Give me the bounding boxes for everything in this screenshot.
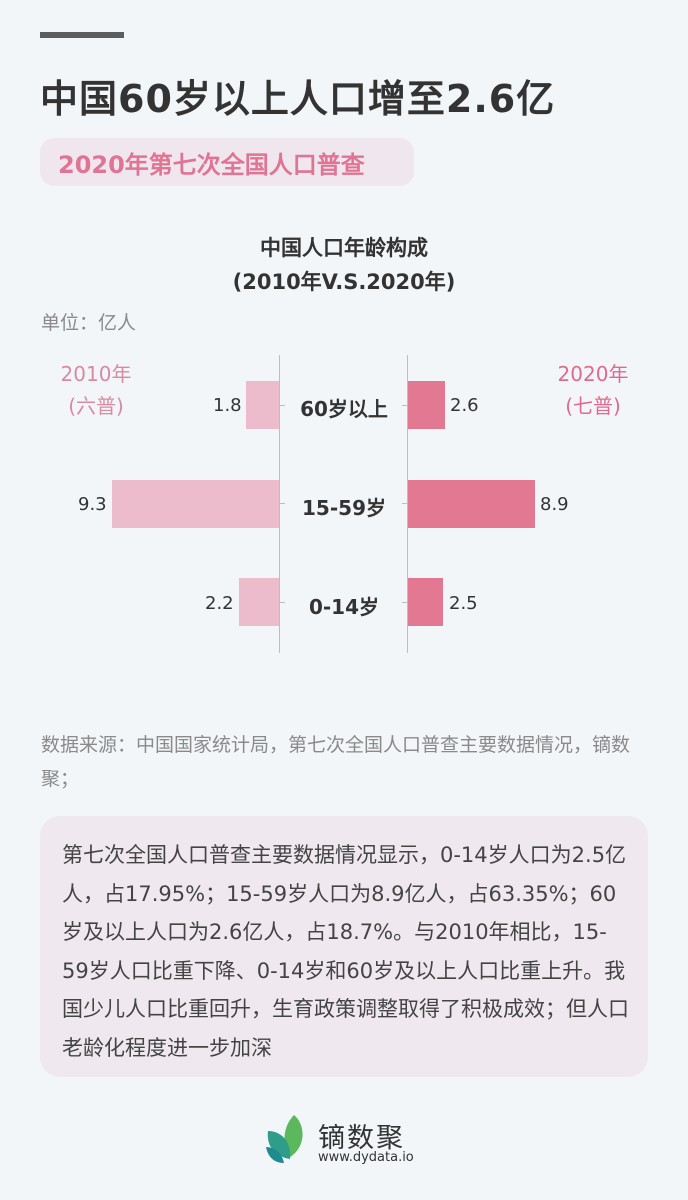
tick bbox=[279, 405, 285, 406]
subtitle-pill bbox=[40, 138, 414, 186]
value-2020-60plus: 2.6 bbox=[450, 395, 479, 416]
legend-2020: 2020年 (七普) bbox=[548, 358, 638, 422]
value-2010-0-14: 2.2 bbox=[205, 593, 234, 614]
chart-title: 中国人口年龄构成 bbox=[260, 236, 428, 260]
legend-2020-label: (七普) bbox=[565, 394, 621, 418]
tick bbox=[402, 503, 408, 504]
dydata-logo-icon bbox=[266, 1115, 303, 1163]
value-2020-0-14: 2.5 bbox=[449, 593, 478, 614]
data-source: 数据来源：中国国家统计局，第七次全国人口普查主要数据情况，镝数聚； bbox=[41, 734, 631, 790]
legend-2010: 2010年 (六普) bbox=[52, 358, 140, 422]
right-axis bbox=[407, 355, 408, 653]
value-2010-60plus: 1.8 bbox=[213, 395, 242, 416]
bar-2020-60plus bbox=[408, 381, 445, 429]
chart-subtitle: (2010年V.S.2020年) bbox=[232, 270, 456, 294]
category-0-14: 0-14岁 bbox=[308, 595, 380, 619]
subtitle: 2020年第七次全国人口普查 bbox=[58, 151, 365, 179]
tick bbox=[279, 602, 285, 603]
summary-card bbox=[40, 816, 648, 1077]
unit-label: 单位：亿人 bbox=[41, 312, 137, 334]
bar-2020-15-59 bbox=[408, 480, 535, 528]
tick bbox=[402, 405, 408, 406]
brand-url: www.dydata.io bbox=[318, 1150, 414, 1165]
legend-2020-year: 2020年 bbox=[557, 362, 629, 386]
value-2010-15-59: 9.3 bbox=[78, 494, 107, 515]
value-2020-15-59: 8.9 bbox=[540, 494, 569, 515]
bar-2010-15-59 bbox=[112, 480, 279, 528]
legend-2010-year: 2010年 bbox=[60, 362, 132, 386]
legend-2010-label: (六普) bbox=[68, 394, 124, 418]
tick bbox=[279, 503, 285, 504]
brand-name: 镝数聚 bbox=[318, 1123, 405, 1154]
summary-text: 第七次全国人口普查主要数据情况显示，0-14岁人口为2.5亿人，占17.95%；… bbox=[62, 843, 629, 1060]
category-60plus: 60岁以上 bbox=[300, 397, 388, 421]
bar-2020-0-14 bbox=[408, 578, 443, 626]
bar-2010-60plus bbox=[246, 381, 279, 429]
left-axis bbox=[279, 355, 280, 653]
bar-2010-0-14 bbox=[239, 578, 279, 626]
tick bbox=[402, 602, 408, 603]
top-accent-bar bbox=[40, 32, 124, 38]
category-15-59: 15-59岁 bbox=[302, 496, 386, 520]
page-title: 中国60岁以上人口增至2.6亿 bbox=[40, 77, 556, 121]
